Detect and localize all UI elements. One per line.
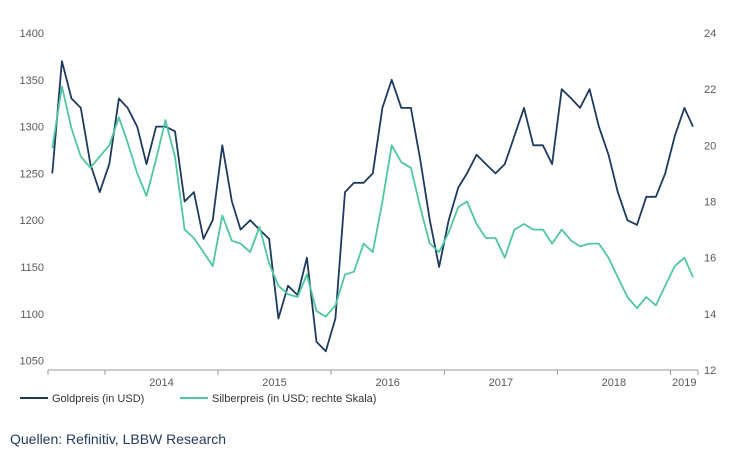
y-right-tick-label: 18 (704, 197, 716, 209)
y-right-tick-label: 14 (704, 309, 716, 321)
y-left-tick-label: 1150 (20, 262, 44, 274)
x-tick-label: 2018 (602, 377, 626, 389)
y-left-tick-label: 1100 (20, 309, 44, 321)
chart: 1050 1100 1150 1200 1250 1300 1350 1400 12 14 16 18… (20, 28, 717, 405)
x-tick-label: 2015 (262, 377, 286, 389)
y-left-tick-label: 1300 (20, 122, 44, 134)
legend-label: Silberpreis (in USD; rechte Skala) (212, 393, 376, 405)
y-left-tick-label: 1400 (20, 28, 44, 40)
silver-price-line (51, 85, 694, 318)
y-left-tick-label: 1050 (20, 356, 44, 368)
y-right-tick-label: 24 (704, 28, 716, 40)
source-note: Quellen: Refinitiv, LBBW Research (10, 431, 227, 447)
y-right-tick-label: 16 (704, 253, 716, 265)
y-right-tick-label: 20 (704, 140, 716, 152)
x-tick-label: 2014 (149, 377, 173, 389)
x-tick-label: 2017 (489, 377, 513, 389)
y-left-tick-label: 1200 (20, 215, 44, 227)
legend-label: Goldpreis (in USD) (52, 393, 144, 405)
y-right-tick-label: 12 (704, 365, 716, 377)
x-tick-label: 2016 (375, 377, 399, 389)
gold-price-line (51, 60, 694, 353)
y-right-tick-label: 22 (704, 84, 716, 96)
y-left-tick-label: 1250 (20, 168, 44, 180)
y-left-tick-label: 1350 (20, 75, 44, 87)
x-tick-label: 2019 (672, 377, 696, 389)
